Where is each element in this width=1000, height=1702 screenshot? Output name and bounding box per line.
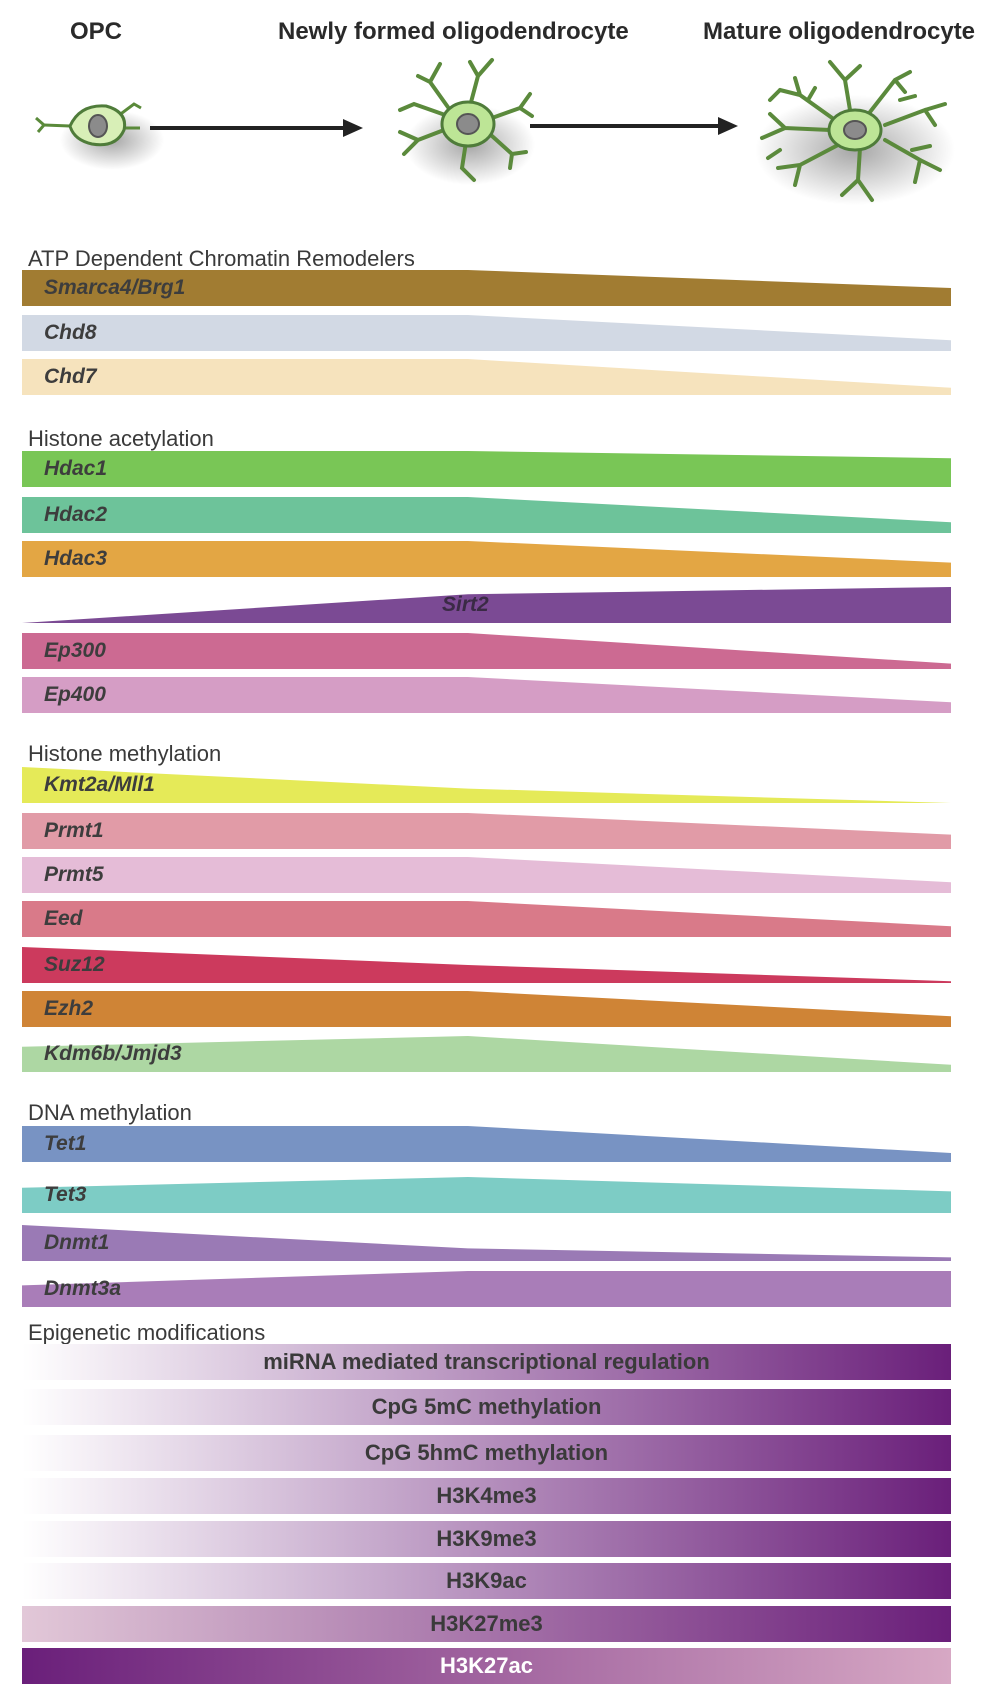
expression-wedge: Sirt2	[22, 587, 951, 623]
gene-label: Ep300	[44, 639, 106, 662]
expression-wedge: Ezh2	[22, 991, 951, 1027]
expression-wedge-shape	[22, 857, 951, 893]
expression-wedge-shape	[22, 633, 951, 669]
expression-wedge: Chd8	[22, 315, 951, 351]
epigenetic-modification-label: miRNA mediated transcriptional regulatio…	[263, 1349, 710, 1374]
section-title-epigenetic-modifications: Epigenetic modifications	[28, 1320, 266, 1345]
gene-label: Prmt5	[44, 863, 104, 886]
arrow-icon	[150, 119, 363, 137]
expression-wedge: Ep300	[22, 633, 951, 669]
section-title: Histone methylation	[28, 741, 222, 766]
expression-wedge-shape	[22, 315, 951, 351]
expression-wedge: Suz12	[22, 947, 951, 983]
expression-wedge: Hdac3	[22, 541, 951, 577]
expression-wedge-shape	[22, 451, 951, 487]
epigenetic-modification-label: H3K9me3	[436, 1526, 537, 1551]
gene-label: Tet3	[44, 1183, 87, 1206]
stage-label-newly-formed: Newly formed oligodendrocyte	[278, 18, 629, 45]
newly-formed-oligodendrocyte-icon	[398, 58, 535, 185]
expression-wedge: Hdac2	[22, 497, 951, 533]
expression-wedge: Dnmt1	[22, 1225, 951, 1261]
expression-wedge-shape	[22, 1126, 951, 1162]
section-title: ATP Dependent Chromatin Remodelers	[28, 246, 415, 271]
expression-wedge-shape	[22, 901, 951, 937]
gene-label: Hdac1	[44, 457, 108, 480]
gene-label: Prmt1	[44, 819, 104, 842]
epigenetic-modification-bar: CpG 5mC methylation	[22, 1389, 951, 1425]
expression-wedge-shape	[22, 947, 951, 983]
expression-wedge: Smarca4/Brg1	[22, 270, 951, 306]
expression-wedge: Kdm6b/Jmjd3	[22, 1036, 951, 1072]
gene-label: Tet1	[44, 1132, 87, 1155]
gene-label: Ezh2	[44, 997, 94, 1020]
section-title: DNA methylation	[28, 1100, 192, 1125]
expression-wedge-shape	[22, 677, 951, 713]
stage-label-mature: Mature oligodendrocyte	[703, 18, 976, 45]
expression-wedge: Kmt2a/Mll1	[22, 767, 951, 803]
expression-wedge-shape	[22, 541, 951, 577]
expression-wedge: Chd7	[22, 359, 951, 395]
epigenetic-modification-bar: H3K9ac	[22, 1563, 951, 1599]
expression-wedge-shape	[22, 1225, 951, 1261]
epigenetic-modification-label: H3K27ac	[440, 1653, 533, 1678]
gene-label: Kmt2a/Mll1	[44, 773, 155, 796]
gene-label: Kdm6b/Jmjd3	[44, 1042, 182, 1065]
gene-label: Chd8	[44, 321, 97, 344]
epigenetic-modification-bar: H3K27ac	[22, 1648, 951, 1684]
gene-label: Hdac3	[44, 547, 108, 570]
expression-wedge-shape	[22, 270, 951, 306]
expression-wedge-shape	[22, 1271, 951, 1307]
expression-wedge-shape	[22, 587, 951, 623]
gene-label: Eed	[44, 907, 83, 930]
epigenetic-modification-label: H3K4me3	[436, 1483, 537, 1508]
expression-wedge: Tet3	[22, 1177, 951, 1213]
arrow-icon	[530, 117, 738, 135]
gene-label: Hdac2	[44, 503, 108, 526]
gene-label: Sirt2	[442, 593, 489, 616]
expression-wedge-shape	[22, 991, 951, 1027]
expression-wedge: Eed	[22, 901, 951, 937]
expression-wedge: Prmt1	[22, 813, 951, 849]
gene-label: Suz12	[44, 953, 105, 976]
gene-label: Ep400	[44, 683, 106, 706]
epigenetic-modification-bar: H3K9me3	[22, 1521, 951, 1557]
epigenetic-modification-label: CpG 5hmC methylation	[364, 1440, 609, 1465]
epigenetic-modification-bar: CpG 5hmC methylation	[22, 1435, 951, 1471]
expression-wedge-shape	[22, 813, 951, 849]
expression-wedge: Ep400	[22, 677, 951, 713]
epigenetic-modification-label: CpG 5mC methylation	[371, 1394, 602, 1419]
gene-label: Dnmt3a	[44, 1277, 122, 1300]
opc-cell-icon	[35, 102, 164, 170]
mature-oligodendrocyte-icon	[755, 60, 955, 205]
section-title: Histone acetylation	[28, 426, 214, 451]
expression-wedge: Prmt5	[22, 857, 951, 893]
gene-label: Dnmt1	[44, 1231, 110, 1254]
epigenetic-modification-bar: H3K4me3	[22, 1478, 951, 1514]
epigenetic-modification-bar: miRNA mediated transcriptional regulatio…	[22, 1344, 951, 1380]
expression-wedge-shape	[22, 1036, 951, 1072]
gene-label: Smarca4/Brg1	[44, 276, 186, 299]
epigenetic-modification-label: H3K9ac	[446, 1568, 527, 1593]
expression-wedge-shape	[22, 767, 951, 803]
expression-wedge-shape	[22, 1177, 951, 1213]
expression-wedge: Tet1	[22, 1126, 951, 1162]
stage-label-opc: OPC	[70, 18, 123, 45]
epigenetic-modification-label: H3K27me3	[430, 1611, 543, 1636]
stage-illustration	[35, 58, 955, 205]
expression-wedge-shape	[22, 359, 951, 395]
differentiation-stages: OPC Newly formed oligodendrocyte Mature …	[0, 0, 1000, 230]
expression-wedge: Hdac1	[22, 451, 951, 487]
gene-label: Chd7	[44, 365, 97, 388]
expression-wedge-shape	[22, 497, 951, 533]
expression-wedge: Dnmt3a	[22, 1271, 951, 1307]
epigenetic-modification-bar: H3K27me3	[22, 1606, 951, 1642]
